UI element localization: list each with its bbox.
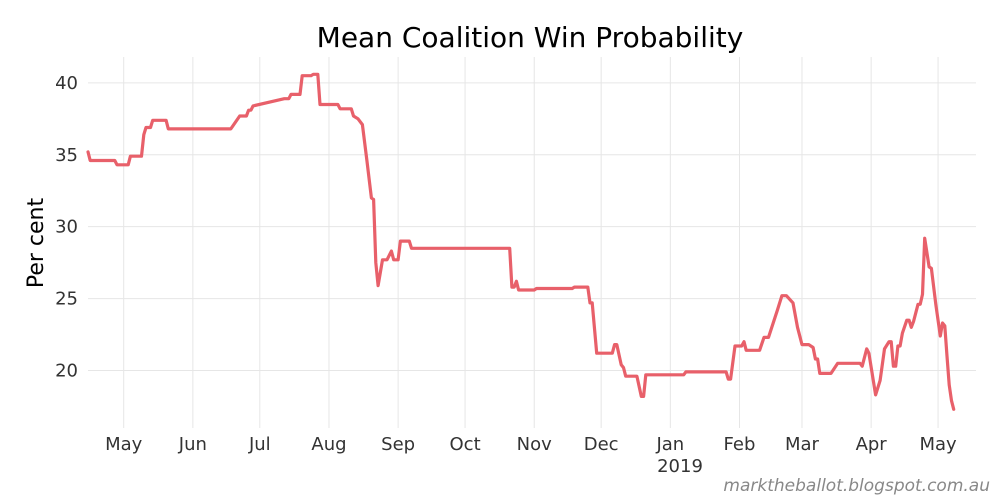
x-tick-label-2: Jul [248, 434, 271, 455]
y-tick-label-4: 40 [55, 73, 78, 94]
x-tick-label-7: Dec [584, 434, 619, 455]
x-tick-label-4: Sep [381, 434, 415, 455]
x-tick-label-8: Jan [655, 434, 684, 455]
x-tick-label-9: Feb [724, 434, 756, 455]
y-axis-ticks: 20 25 30 35 40 [55, 73, 78, 382]
x-tick-label-6: Nov [517, 434, 552, 455]
y-tick-label-0: 20 [55, 360, 78, 381]
x-tick-label-3: Aug [311, 434, 346, 455]
x-tick-label-12: May [919, 434, 957, 455]
series-layer [86, 72, 956, 411]
x-tick-label-10: Mar [785, 434, 820, 455]
y-tick-label-2: 30 [55, 217, 78, 238]
source-footnote: marktheballot.blogspot.com.au [723, 476, 990, 496]
y-axis-label: Per cent [24, 198, 49, 289]
x-axis-year-label: 2019 [657, 456, 703, 477]
x-tick-label-5: Oct [450, 434, 481, 455]
x-tick-label-0: May [105, 434, 143, 455]
x-tick-label-11: Apr [856, 434, 888, 455]
series-line-0 [86, 72, 956, 411]
y-tick-label-1: 25 [55, 289, 78, 310]
x-tick-label-1: Jun [178, 434, 207, 455]
x-axis-ticks: May Jun Jul Aug Sep Oct Nov Dec Jan Feb Mar Apr May [105, 434, 957, 455]
grid-lines [88, 57, 976, 428]
chart-title: Mean Coalition Win Probability [317, 21, 744, 54]
y-tick-label-3: 35 [55, 145, 78, 166]
